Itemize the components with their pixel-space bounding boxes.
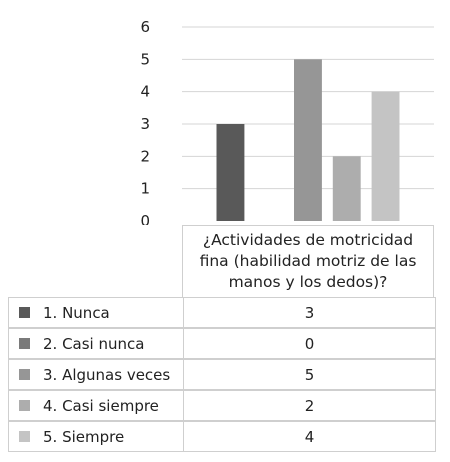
series-label-cell: 3. Algunas veces (9, 360, 184, 389)
y-tick-label: 1 (140, 180, 150, 198)
legend-swatch (19, 307, 30, 318)
legend-row: 2. Casi nunca 0 (8, 328, 436, 359)
bar-chart: 0 1 2 3 4 5 6 (140, 18, 434, 225)
legend-swatch (19, 431, 30, 442)
y-tick-label: 0 (140, 212, 150, 225)
series-label-cell: 1. Nunca (9, 298, 184, 327)
bar-4 (332, 156, 361, 221)
legend-row: 3. Algunas veces 5 (8, 359, 436, 390)
series-name: 1. Nunca (43, 303, 110, 322)
series-name: 2. Casi nunca (43, 334, 145, 353)
y-tick-label: 3 (140, 115, 150, 133)
legend-swatch (19, 338, 30, 349)
series-value: 3 (304, 303, 315, 322)
series-value: 5 (304, 365, 315, 384)
bar-5 (371, 91, 400, 221)
series-value: 4 (304, 427, 315, 446)
y-tick-label: 6 (140, 18, 150, 36)
series-label-cell: 5. Siempre (9, 422, 184, 451)
legend-swatch (19, 400, 30, 411)
series-name: 3. Algunas veces (43, 365, 171, 384)
series-value: 2 (304, 396, 315, 415)
bar-1 (216, 124, 245, 221)
series-name: 5. Siempre (43, 427, 125, 446)
legend-row: 1. Nunca 3 (8, 297, 436, 328)
bar-3 (294, 59, 322, 221)
series-name: 4. Casi siempre (43, 396, 159, 415)
series-label-cell: 2. Casi nunca (9, 329, 184, 358)
y-tick-label: 2 (140, 147, 150, 165)
series-value: 0 (304, 334, 315, 353)
legend-row: 4. Casi siempre 2 (8, 390, 436, 421)
data-table: ¿Actividades de motricidad fina (habilid… (8, 225, 436, 453)
legend-row: 5. Siempre 4 (8, 421, 436, 452)
y-tick-label: 4 (140, 83, 150, 101)
category-header: ¿Actividades de motricidad fina (habilid… (182, 225, 434, 297)
series-label-cell: 4. Casi siempre (9, 391, 184, 420)
legend-swatch (19, 369, 30, 380)
y-tick-label: 5 (140, 50, 150, 68)
